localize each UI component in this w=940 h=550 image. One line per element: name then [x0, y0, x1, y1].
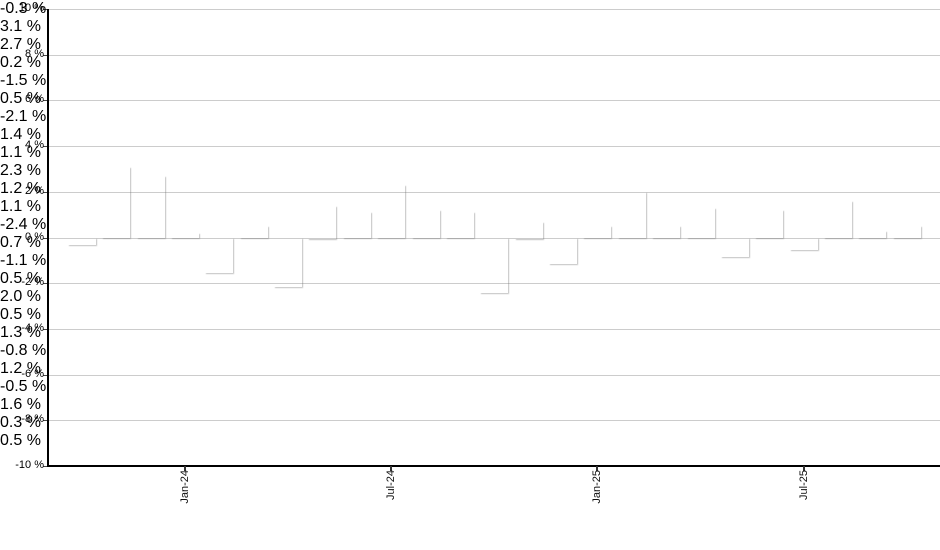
bar-value-label: 2.0 % — [0, 288, 41, 305]
y-tick-label: 8 % — [25, 47, 44, 60]
bar — [583, 226, 611, 238]
bar-value-label: 0.5 % — [0, 90, 41, 107]
bar-value-label: 2.7 % — [0, 36, 41, 53]
x-tick-label: Jan-25 — [591, 470, 604, 504]
y-tick-label: 10 % — [18, 2, 44, 14]
y-tick — [43, 420, 48, 422]
bar — [446, 212, 474, 238]
bar-value-label: 2.3 % — [0, 162, 41, 179]
bar-value-label: 1.1 % — [0, 198, 41, 215]
bar-value-label: 1.6 % — [0, 396, 41, 413]
y-tick-label: 0 % — [25, 230, 44, 243]
bar-value-label: -0.3 % — [0, 0, 47, 17]
bar — [308, 206, 336, 239]
x-axis — [47, 465, 940, 467]
bar — [893, 226, 921, 238]
bar — [480, 238, 508, 294]
y-gridline — [48, 191, 940, 193]
bar — [824, 201, 852, 239]
bar — [205, 238, 233, 273]
bar — [858, 231, 886, 239]
y-tick — [43, 100, 48, 102]
bar-value-label: 3.1 % — [0, 18, 41, 35]
y-tick-label: 6 % — [25, 93, 44, 106]
y-tick-label: -6 % — [21, 367, 44, 380]
bar — [755, 210, 783, 238]
y-tick — [43, 328, 48, 330]
bar-value-label: 0.5 % — [0, 432, 41, 449]
y-gridline — [48, 328, 940, 330]
y-tick — [43, 54, 48, 56]
y-gridline — [48, 374, 940, 376]
bar-value-label: -0.5 % — [0, 378, 47, 395]
x-tick — [802, 466, 805, 471]
y-gridline — [48, 283, 940, 285]
bar-value-label: 0.5 % — [0, 270, 41, 287]
y-tick — [43, 146, 48, 148]
x-tick — [183, 466, 186, 471]
x-tick-label: Jan-24 — [178, 470, 191, 504]
y-gridline — [48, 54, 940, 56]
y-tick — [43, 9, 48, 10]
bar — [721, 238, 749, 257]
y-tick-label: 2 % — [25, 184, 44, 197]
bar — [240, 226, 268, 238]
bar — [618, 192, 646, 239]
bar — [274, 238, 302, 287]
x-tick-label: Jul-24 — [385, 470, 398, 500]
y-tick — [43, 191, 48, 193]
y-gridline — [48, 100, 940, 102]
bar — [515, 222, 543, 239]
bar-value-label: 0.2 % — [0, 54, 41, 71]
y-gridline — [48, 9, 940, 10]
bar — [412, 210, 440, 238]
bar — [377, 185, 405, 239]
bar — [102, 167, 130, 239]
y-tick-label: 4 % — [25, 139, 44, 152]
y-gridline — [48, 237, 940, 239]
y-tick — [43, 466, 48, 467]
bar-value-label: -2.4 % — [0, 216, 47, 233]
y-tick-label: -2 % — [21, 276, 44, 289]
y-axis — [47, 9, 49, 467]
y-gridline — [48, 146, 940, 148]
y-tick-label: -10 % — [15, 459, 44, 471]
bar — [790, 238, 818, 250]
x-tick-label: Jul-25 — [797, 470, 810, 500]
y-gridline — [48, 420, 940, 422]
y-tick — [43, 374, 48, 376]
x-tick — [390, 466, 393, 471]
bar-value-label: -0.8 % — [0, 342, 47, 359]
bar-value-label: 1.3 % — [0, 324, 41, 341]
y-tick-label: -4 % — [21, 321, 44, 334]
bar-value-label: -1.5 % — [0, 72, 47, 89]
bar — [171, 233, 199, 239]
bar-value-label: 1.2 % — [0, 180, 41, 197]
bar-value-label: 1.2 % — [0, 360, 41, 377]
bar-value-label: 0.5 % — [0, 306, 41, 323]
bar — [68, 238, 96, 246]
x-tick — [596, 466, 599, 471]
bar-value-label: 1.4 % — [0, 126, 41, 143]
bar-value-label: -1.1 % — [0, 252, 47, 269]
bar — [687, 208, 715, 239]
y-tick-label: -8 % — [21, 413, 44, 426]
bar — [652, 226, 680, 238]
bar — [549, 238, 577, 264]
bar-value-label: 0.7 % — [0, 234, 41, 251]
bar-value-label: 0.3 % — [0, 414, 41, 431]
y-tick — [43, 283, 48, 285]
bars-layer: -0.3 % 3.1 % 2.7 % 0.2 % -1.5 % 0.5 % -2.1 % 1.… — [0, 0, 46, 450]
bar — [343, 212, 371, 238]
bar-value-label: -2.1 % — [0, 108, 47, 125]
y-tick — [43, 237, 48, 239]
bar — [137, 176, 165, 239]
bar-value-label: 1.1 % — [0, 144, 41, 161]
